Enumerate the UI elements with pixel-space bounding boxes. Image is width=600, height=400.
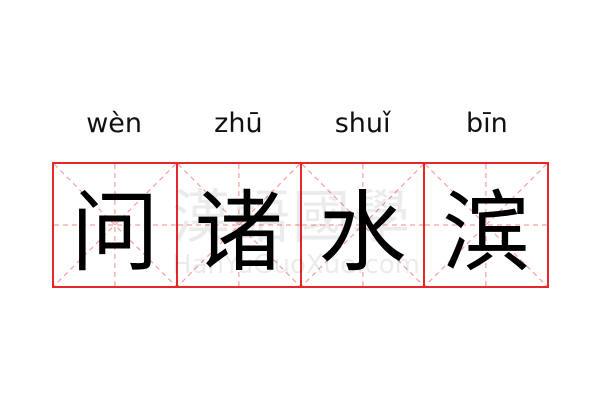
guide-lines xyxy=(178,164,300,286)
guide-line xyxy=(54,164,176,286)
hanzi-4: 滨 xyxy=(442,180,531,284)
guide-lines xyxy=(54,164,176,286)
guide-line xyxy=(425,164,547,286)
guide-line xyxy=(302,164,424,286)
hanzi-1: 问 xyxy=(70,180,159,284)
guide-line xyxy=(302,164,424,286)
guide-line xyxy=(54,164,176,286)
pinyin-2: zhū xyxy=(214,108,263,139)
character-cell-2: 诸 xyxy=(178,164,302,286)
guide-line xyxy=(178,164,300,286)
character-cell-1: 问 xyxy=(54,164,178,286)
character-cell-3: 水 xyxy=(302,164,426,286)
character-grid: 问 诸 水 滨 xyxy=(52,162,549,288)
pinyin-row: wèn zhū shuǐ bīn xyxy=(52,108,549,139)
guide-lines xyxy=(425,164,547,286)
guide-lines xyxy=(302,164,424,286)
pinyin-1: wèn xyxy=(86,108,143,139)
hanzi-3: 水 xyxy=(318,180,407,284)
pinyin-3: shuǐ xyxy=(334,108,391,139)
hanzi-2: 诸 xyxy=(194,180,283,284)
pinyin-4: bīn xyxy=(465,108,508,139)
guide-line xyxy=(178,164,300,286)
character-cell-4: 滨 xyxy=(425,164,547,286)
guide-line xyxy=(425,164,547,286)
